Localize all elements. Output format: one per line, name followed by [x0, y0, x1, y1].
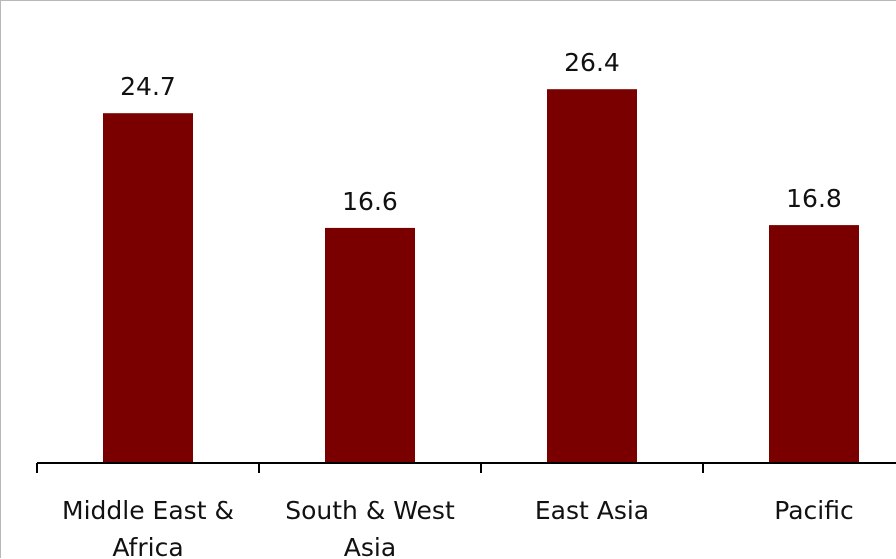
category-label-1-line-0: South & West — [285, 496, 455, 525]
x-axis — [36, 462, 896, 473]
bar-0 — [103, 113, 193, 463]
data-label-1: 16.6 — [342, 187, 398, 216]
category-label-2: East Asia — [535, 496, 649, 525]
value-labels-group: 24.7 16.6 26.4 16.8 — [120, 48, 842, 216]
bars-group — [103, 89, 859, 463]
category-label-2-line-0: East Asia — [535, 496, 649, 525]
category-labels-group: Middle East & Africa South & West Asia East … — [62, 496, 854, 559]
category-label-1-line-1: Asia — [344, 533, 396, 559]
data-label-0: 24.7 — [120, 72, 176, 101]
category-label-1: South & West Asia — [285, 496, 455, 559]
category-label-0: Middle East & Africa — [62, 496, 234, 559]
bar-2 — [547, 89, 637, 463]
bar-3 — [769, 225, 859, 463]
category-label-0-line-1: Africa — [112, 533, 183, 559]
data-label-3: 16.8 — [786, 184, 842, 213]
data-label-2: 26.4 — [564, 48, 620, 77]
category-label-3-line-0: Pacific — [774, 496, 853, 525]
category-label-3: Pacific — [774, 496, 853, 525]
bar-1 — [325, 227, 415, 463]
category-label-0-line-0: Middle East & — [62, 496, 234, 525]
